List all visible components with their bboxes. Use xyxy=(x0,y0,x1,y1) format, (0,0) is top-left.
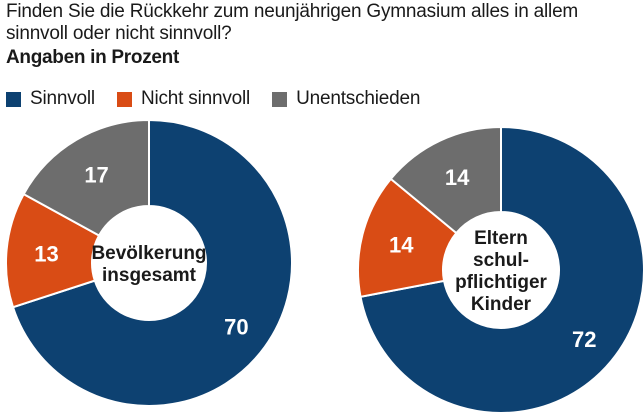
donut-chart-1: 70 13 17 Bevölkerung insgesamt xyxy=(5,118,293,407)
chart-subtitle: Angaben in Prozent xyxy=(6,47,179,68)
value-label-sinnvoll-1: 70 xyxy=(224,314,248,339)
value-label-unentschieden-2: 14 xyxy=(445,165,470,190)
legend-label-sinnvoll: Sinnvoll xyxy=(30,88,95,109)
value-label-unentschieden-1: 17 xyxy=(84,162,108,187)
donut-chart-2: 72 14 14 Eltern schul-pflichtiger Kinder xyxy=(357,125,644,414)
legend-item-sinnvoll: Sinnvoll xyxy=(6,88,95,110)
chart-title: Finden Sie die Rückkehr zum neunjährigen… xyxy=(6,1,579,44)
legend: Sinnvoll Nicht sinnvoll Unentschieden xyxy=(6,88,442,110)
legend-item-nicht-sinnvoll: Nicht sinnvoll xyxy=(116,88,251,110)
value-label-sinnvoll-2: 72 xyxy=(572,327,596,352)
legend-label-unentschieden: Unentschieden xyxy=(296,88,421,109)
slice-sinnvoll-1 xyxy=(11,118,293,407)
legend-item-unentschieden: Unentschieden xyxy=(272,88,420,110)
legend-label-nicht-sinnvoll: Nicht sinnvoll xyxy=(140,88,251,109)
legend-swatch-unentschieden xyxy=(272,91,288,107)
center-label-1: Bevölkerung insgesamt xyxy=(91,243,206,286)
value-label-nicht-sinnvoll-1: 13 xyxy=(34,241,58,266)
value-label-nicht-sinnvoll-2: 14 xyxy=(389,232,414,257)
legend-swatch-nicht-sinnvoll xyxy=(116,91,132,107)
slice-unentschieden-1 xyxy=(22,118,150,237)
slice-unentschieden-2 xyxy=(389,125,502,235)
slice-sinnvoll-2 xyxy=(359,125,644,414)
center-label-2: Eltern schul-pflichtiger Kinder xyxy=(455,228,547,315)
legend-swatch-sinnvoll xyxy=(6,91,21,107)
